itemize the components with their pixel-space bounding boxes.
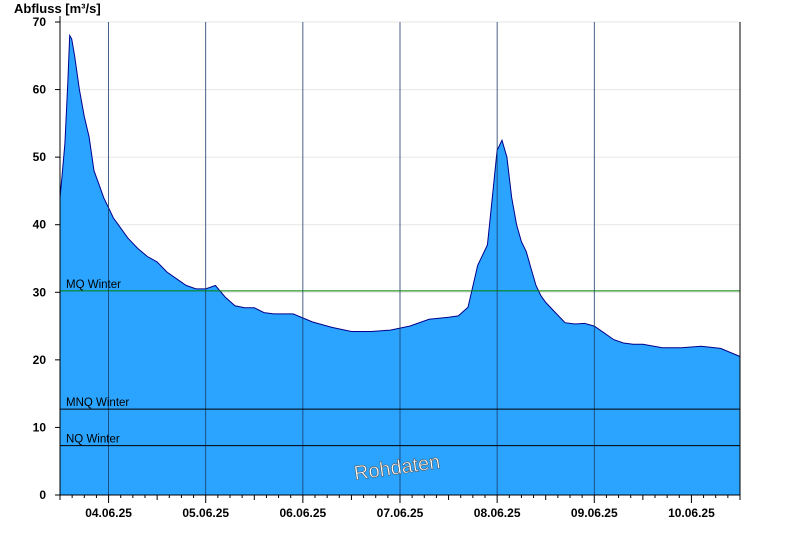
y-tick-label: 20 [33, 353, 47, 367]
discharge-area [60, 35, 740, 495]
y-axis-label: Abfluss [m³/s] [14, 1, 101, 16]
y-tick-label: 40 [33, 218, 47, 232]
x-tick-label: 05.06.25 [182, 506, 229, 520]
y-tick-label: 50 [33, 150, 47, 164]
discharge-line [59, 33, 741, 357]
reference-label: NQ Winter [66, 434, 120, 446]
x-tick-label: 07.06.25 [377, 506, 424, 520]
reference-label: MQ Winter [66, 279, 121, 291]
x-tick-label: 09.06.25 [571, 506, 618, 520]
y-tick-label: 70 [33, 15, 47, 29]
x-tick-label: 08.06.25 [474, 506, 521, 520]
x-tick-label: 06.06.25 [279, 506, 326, 520]
reference-label: MNQ Winter [66, 397, 129, 409]
x-tick-label: 10.06.25 [668, 506, 715, 520]
y-tick-label: 0 [39, 488, 46, 502]
y-tick-label: 10 [33, 420, 47, 434]
y-tick-label: 30 [33, 285, 47, 299]
x-tick-label: 04.06.25 [85, 506, 132, 520]
y-tick-label: 60 [33, 83, 47, 97]
